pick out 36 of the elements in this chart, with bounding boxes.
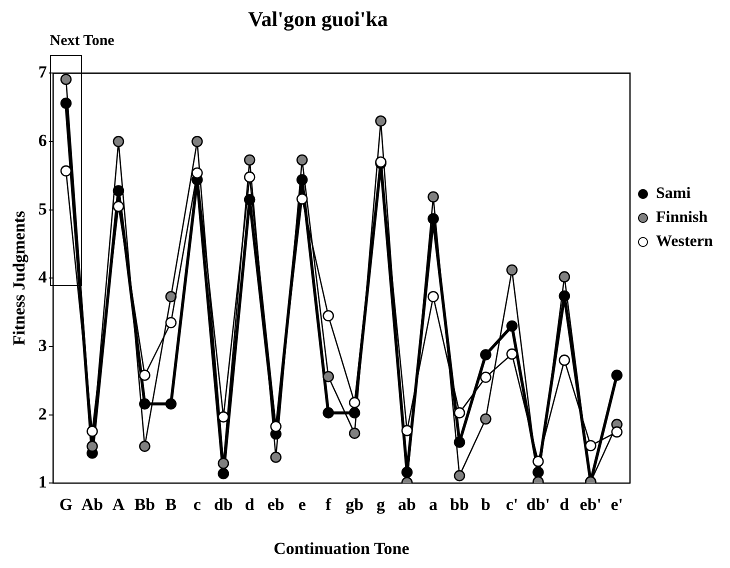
x-tick-label: Bb bbox=[134, 494, 156, 514]
legend-label: Western bbox=[656, 233, 713, 251]
x-tick-label: c bbox=[193, 494, 202, 514]
x-tick-label: f bbox=[326, 494, 332, 514]
x-tick-label: Ab bbox=[81, 494, 104, 514]
x-axis-title: Continuation Tone bbox=[274, 539, 410, 558]
x-tick-label: b bbox=[480, 494, 490, 514]
x-tick-label: G bbox=[59, 494, 73, 514]
y-tick-label: 1 bbox=[38, 472, 47, 492]
x-tick-label: gb bbox=[346, 494, 364, 514]
x-tick-label: e bbox=[298, 494, 306, 514]
x-tick-label: ab bbox=[398, 494, 416, 514]
y-tick-label: 5 bbox=[38, 199, 47, 218]
x-tick-label: eb bbox=[267, 494, 284, 514]
y-tick-label: 4 bbox=[38, 268, 48, 287]
x-tick-label: A bbox=[112, 494, 126, 514]
x-tick-label: d bbox=[244, 494, 255, 514]
x-tick-label: B bbox=[165, 494, 177, 514]
y-tick-label: 3 bbox=[38, 336, 47, 355]
x-tick-label: g bbox=[376, 494, 386, 514]
legend-label: Finnish bbox=[656, 209, 708, 227]
legend-label: Sami bbox=[656, 185, 691, 203]
chart-title: Val'gon guoi'ka bbox=[248, 7, 388, 32]
x-tick-label: e' bbox=[610, 494, 624, 514]
x-tick-label: bb bbox=[450, 494, 469, 514]
x-tick-label: a bbox=[429, 494, 438, 514]
x-tick-label: d bbox=[560, 494, 570, 514]
y-tick-label: 7 bbox=[38, 62, 48, 82]
x-tick-label: eb' bbox=[580, 494, 602, 514]
y-axis-title: Fitness Judgments bbox=[10, 210, 29, 346]
x-tick-label: c' bbox=[506, 494, 518, 514]
y-tick-label: 2 bbox=[38, 404, 47, 424]
y-tick-label: 6 bbox=[38, 130, 47, 150]
x-tick-label: db' bbox=[526, 494, 550, 514]
text: Next Tone bbox=[50, 33, 114, 50]
x-tick-label: db bbox=[214, 494, 233, 514]
